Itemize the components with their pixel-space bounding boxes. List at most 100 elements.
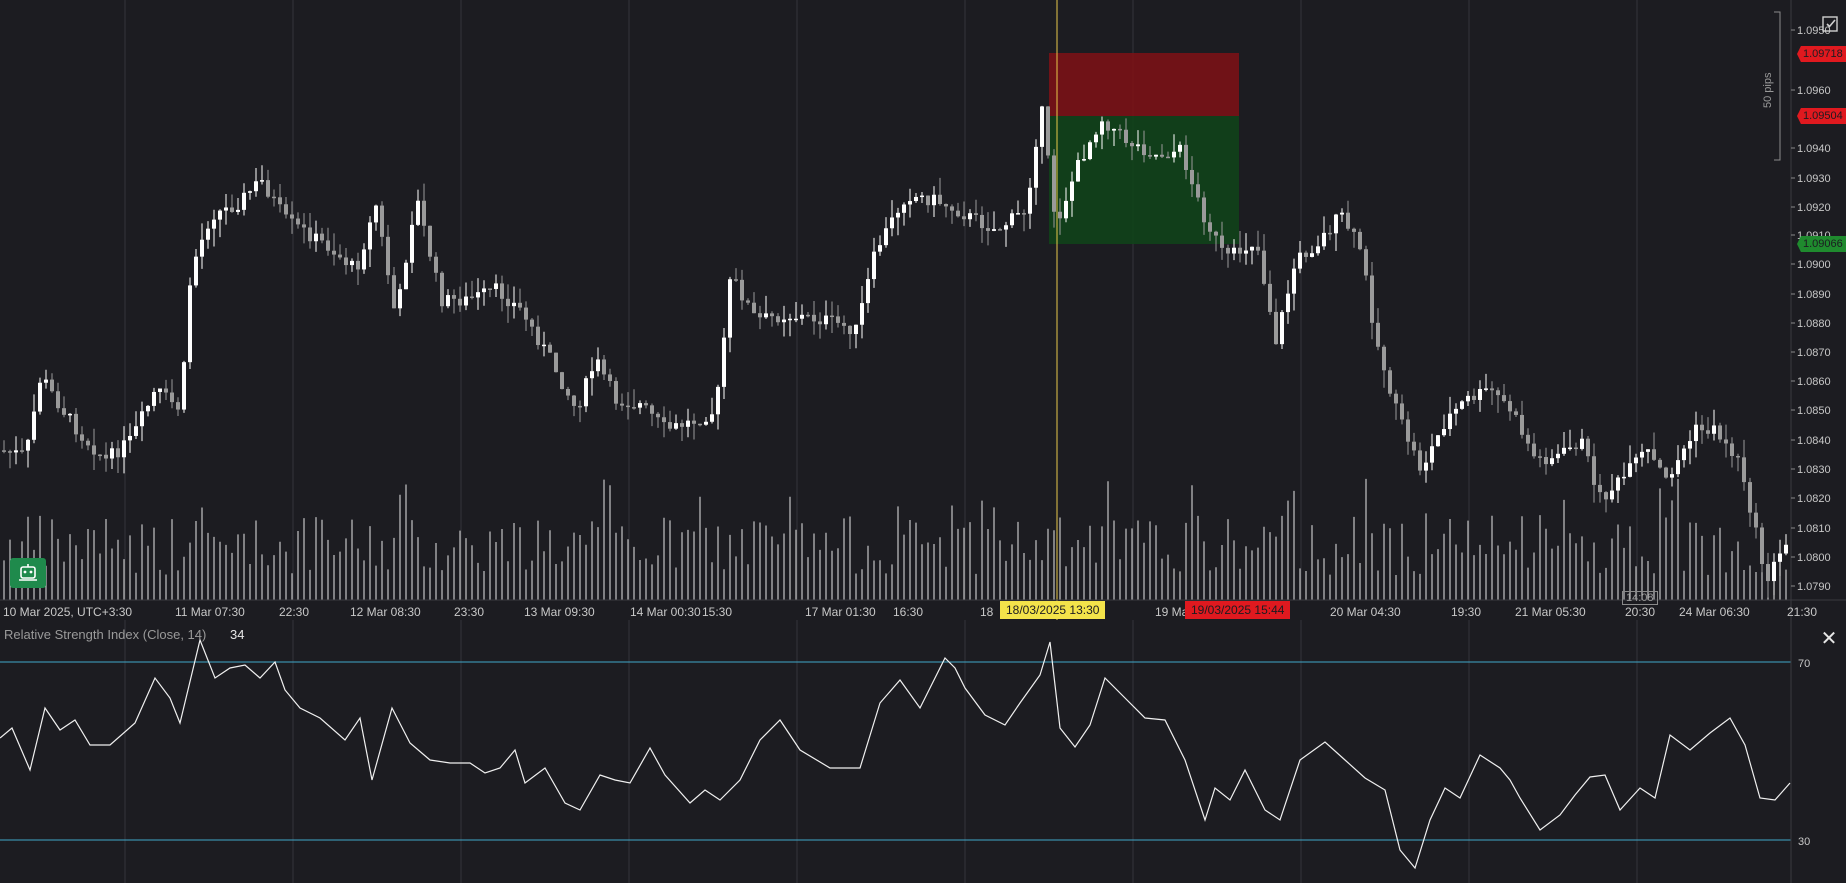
candle-body (1580, 438, 1584, 449)
candle-body (842, 322, 846, 326)
candle-body (1682, 448, 1686, 461)
candle-body (1316, 246, 1320, 254)
candle-body (356, 260, 360, 270)
candle-body (398, 289, 402, 309)
candle-body (488, 288, 492, 290)
candle-body (986, 228, 990, 231)
take-profit-price-label[interactable]: 1.09066 (1797, 236, 1846, 252)
time-axis-tick: 14 Mar 00:30 (630, 605, 701, 619)
candle-body (1148, 155, 1152, 157)
candle-body (1226, 247, 1230, 254)
candle-body (1208, 222, 1212, 232)
candle-body (1076, 160, 1080, 182)
rsi-indicator-pane[interactable]: 70 30 (0, 620, 1846, 883)
candle-body (1478, 389, 1482, 400)
candle-body (1508, 401, 1512, 412)
candle-body (992, 229, 996, 231)
candle-body (1658, 459, 1662, 468)
candle-body (224, 207, 228, 211)
candle-body (1100, 121, 1104, 135)
candle-body (860, 303, 864, 325)
candle-body (1190, 169, 1194, 185)
candle-body (638, 403, 642, 408)
candle-body (1772, 561, 1776, 582)
candle-body (1022, 213, 1026, 215)
candle-body (242, 192, 246, 210)
candle-body (380, 205, 384, 237)
candle-body (1010, 213, 1014, 226)
candle-body (806, 314, 810, 317)
candle-body (920, 195, 924, 198)
candle-body (1562, 447, 1566, 454)
candle-body (368, 222, 372, 250)
candle-body (1742, 457, 1746, 483)
candle-body (554, 352, 558, 373)
candle-body (1520, 414, 1524, 435)
candle-body (470, 296, 474, 299)
candle-body (548, 344, 552, 353)
candle-body (1184, 144, 1188, 170)
candle-body (1136, 144, 1140, 147)
candle-body (812, 314, 816, 322)
candle-body (896, 212, 900, 218)
price-chart[interactable]: 1.09501.09601.09401.09301.09201.09101.09… (0, 0, 1846, 620)
candle-body (914, 196, 918, 202)
price-axis-tick: 1.0820 (1797, 493, 1831, 505)
candle-body (254, 181, 258, 192)
candle-body (1094, 134, 1098, 143)
candle-body (56, 391, 60, 409)
entry-price-label[interactable]: 1.09504 (1797, 108, 1846, 124)
candle-body (1166, 156, 1170, 159)
candle-body (1388, 370, 1392, 394)
candle-body (932, 194, 936, 206)
candle-body (1760, 527, 1764, 565)
candle-body (734, 279, 738, 281)
stop-loss-price-label[interactable]: 1.09718 (1797, 46, 1846, 62)
candle-body (566, 388, 570, 396)
candle-body (1370, 275, 1374, 323)
candle-body (308, 227, 312, 242)
price-axis-tick: 1.0960 (1797, 85, 1831, 97)
candle-body (1304, 252, 1308, 257)
candle-body (434, 256, 438, 273)
stop-loss-zone[interactable] (1049, 53, 1239, 116)
candle-body (362, 249, 366, 270)
trading-bot-button[interactable] (10, 558, 46, 588)
price-axis-tick: 1.0940 (1797, 143, 1831, 155)
candle-body (590, 371, 594, 379)
candle-body (350, 260, 354, 266)
candle-body (1058, 211, 1062, 219)
candle-body (14, 450, 18, 453)
rsi-line (0, 638, 1791, 870)
small-time-marker: 14:08 (1622, 591, 1658, 605)
candle-body (332, 250, 336, 255)
candle-body (782, 319, 786, 323)
candle-body (1130, 142, 1134, 147)
candle-body (272, 196, 276, 199)
candle-body (1352, 228, 1356, 232)
candle-body (410, 224, 414, 263)
time-axis-tick: 17 Mar 01:30 (805, 605, 876, 619)
candle-body (950, 206, 954, 211)
edit-chart-button[interactable] (1820, 14, 1840, 34)
candle-body (854, 324, 858, 335)
candle-body (1346, 212, 1350, 229)
candle-body (788, 318, 792, 321)
candle-body (1376, 322, 1380, 347)
candle-body (248, 191, 252, 193)
close-rsi-button[interactable]: ✕ (1818, 628, 1840, 650)
candle-body (236, 209, 240, 212)
pips-ruler-label: 50 pips (1762, 72, 1774, 108)
candle-body (764, 313, 768, 318)
time-axis-tick: 24 Mar 06:30 (1679, 605, 1750, 619)
candle-body (1364, 249, 1368, 276)
candle-body (596, 359, 600, 372)
candle-body (146, 405, 150, 412)
candle-body (998, 229, 1002, 231)
candle-body (200, 239, 204, 257)
price-axis-tick: 1.0800 (1797, 552, 1831, 564)
time-axis: 10 Mar 2025, UTC+3:30 11 Mar 07:30 22:30 12… (3, 605, 1817, 619)
candle-body (1124, 129, 1128, 143)
candle-body (938, 194, 942, 205)
candle-body (392, 275, 396, 309)
